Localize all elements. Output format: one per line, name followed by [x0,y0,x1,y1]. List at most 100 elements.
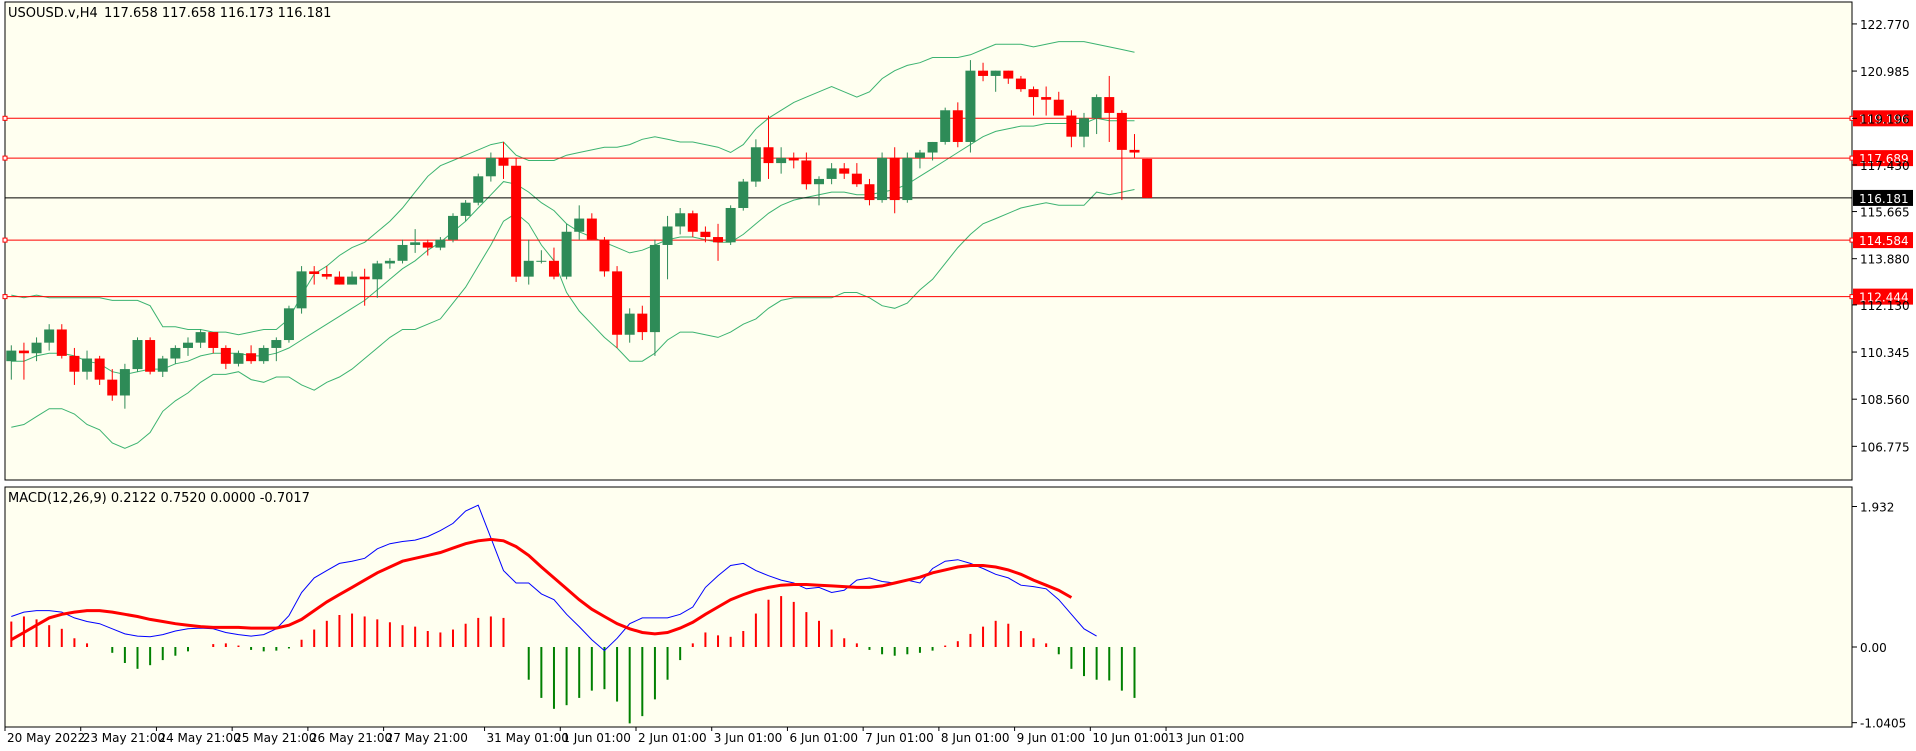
candle-body [902,157,913,201]
candle-body [561,231,572,277]
candle-body [1041,97,1052,100]
candle-body [69,355,80,372]
candle-body [536,260,547,262]
price-axis-label: 120.985 [1860,65,1910,79]
candle-body [877,157,888,201]
candle-body [107,379,118,396]
ohlc-readout: 117.658 117.658 116.173 116.181 [104,6,331,21]
candle-body [801,160,812,185]
time-axis-label: 13 Jun 01:00 [1168,731,1244,745]
candle-body [145,340,156,372]
candle-body [82,358,93,372]
candle-body [750,147,761,182]
candle-body [233,353,244,364]
candle-body [776,157,787,164]
candle-body [1015,78,1026,90]
candle-body [624,313,635,335]
price-axis-label: 122.770 [1860,18,1910,32]
price-tag-112.444: 112.444 [1859,291,1909,305]
time-axis-label: 1 Jun 01:00 [562,731,631,745]
candle-body [359,276,370,280]
candle-body [548,260,559,277]
level-anchor-left [2,294,8,300]
time-axis-label: 3 Jun 01:00 [714,731,783,745]
price-tag-116.181: 116.181 [1859,192,1909,206]
candle-body [978,70,989,76]
candle-body [813,178,824,185]
candle-body [258,347,269,362]
macd-line [11,504,1097,652]
price-tag-114.584: 114.584 [1859,234,1909,248]
candle-body [1129,149,1140,153]
candle-body [56,329,67,356]
candle-body [18,350,29,354]
time-axis-label: 9 Jun 01:00 [1017,731,1086,745]
candle-body [1091,97,1102,119]
price-axis-label: 115.665 [1860,206,1910,220]
price-axis-label: 106.775 [1860,440,1910,454]
time-axis-label: 27 May 21:00 [386,731,468,745]
candle-body [586,218,597,240]
candle-body [1053,99,1064,116]
candle-body [826,168,837,179]
candle-body [246,353,257,362]
time-axis-label: 23 May 21:00 [83,731,165,745]
candle-body [851,173,862,185]
macd-axis-label: 0.00 [1860,641,1887,655]
candle-body [523,260,534,277]
candle-body [637,313,648,333]
level-anchor-left [2,237,8,243]
bollinger-middle-line [11,117,1135,375]
price-axis-label: 117.430 [1860,159,1910,173]
time-axis-label: 26 May 21:00 [310,731,392,745]
level-anchor-left [2,155,8,161]
candle-body [498,157,509,166]
time-axis-label: 7 Jun 01:00 [865,731,934,745]
time-axis-label: 8 Jun 01:00 [941,731,1010,745]
price-tag-bg [1853,189,1913,206]
candle-body [347,276,358,285]
level-anchor-left [2,115,8,121]
price-axis-label: 112.130 [1860,299,1910,313]
candle-body [713,237,724,243]
candle-body [309,271,320,275]
candle-body [927,141,938,153]
price-tag-119.196: 119.196 [1859,112,1909,126]
candle-body [1079,118,1090,137]
price-axis-label: 108.560 [1860,393,1910,407]
candle-body [990,70,1001,76]
candle-body [384,260,395,264]
time-axis-label: 10 Jun 01:00 [1092,731,1168,745]
candle-body [1104,97,1115,113]
candle-body [182,342,193,348]
candle-body [119,369,130,396]
candle-body [448,215,459,240]
time-axis-label: 24 May 21:00 [158,731,240,745]
candle-body [574,218,585,232]
bollinger-lower-line [11,189,1135,449]
candle-body [271,340,282,348]
candle-body [1116,112,1127,150]
candle-body [738,181,749,208]
signal-line [10,537,1073,642]
candle-body [473,176,484,203]
axis-layer: 119.196 117.689 114.584 112.444 116.181 122.7… [4,18,1913,745]
price-tag-bg [1853,232,1913,249]
candle-body [372,263,383,280]
candle-body [220,347,231,364]
candle-body [599,239,610,272]
time-axis-label: 6 Jun 01:00 [789,731,858,745]
time-axis-label: 25 May 21:00 [234,731,316,745]
candle-body [649,244,660,333]
candle-body [1028,89,1039,98]
price-layer [2,41,1855,449]
candle-body [132,340,143,370]
price-axis-label: 119.196 [1860,112,1910,126]
candle-body [612,271,623,335]
candle-body [763,147,774,164]
candle-body [675,213,686,227]
candle-body [6,350,17,362]
candle-body [460,202,471,216]
